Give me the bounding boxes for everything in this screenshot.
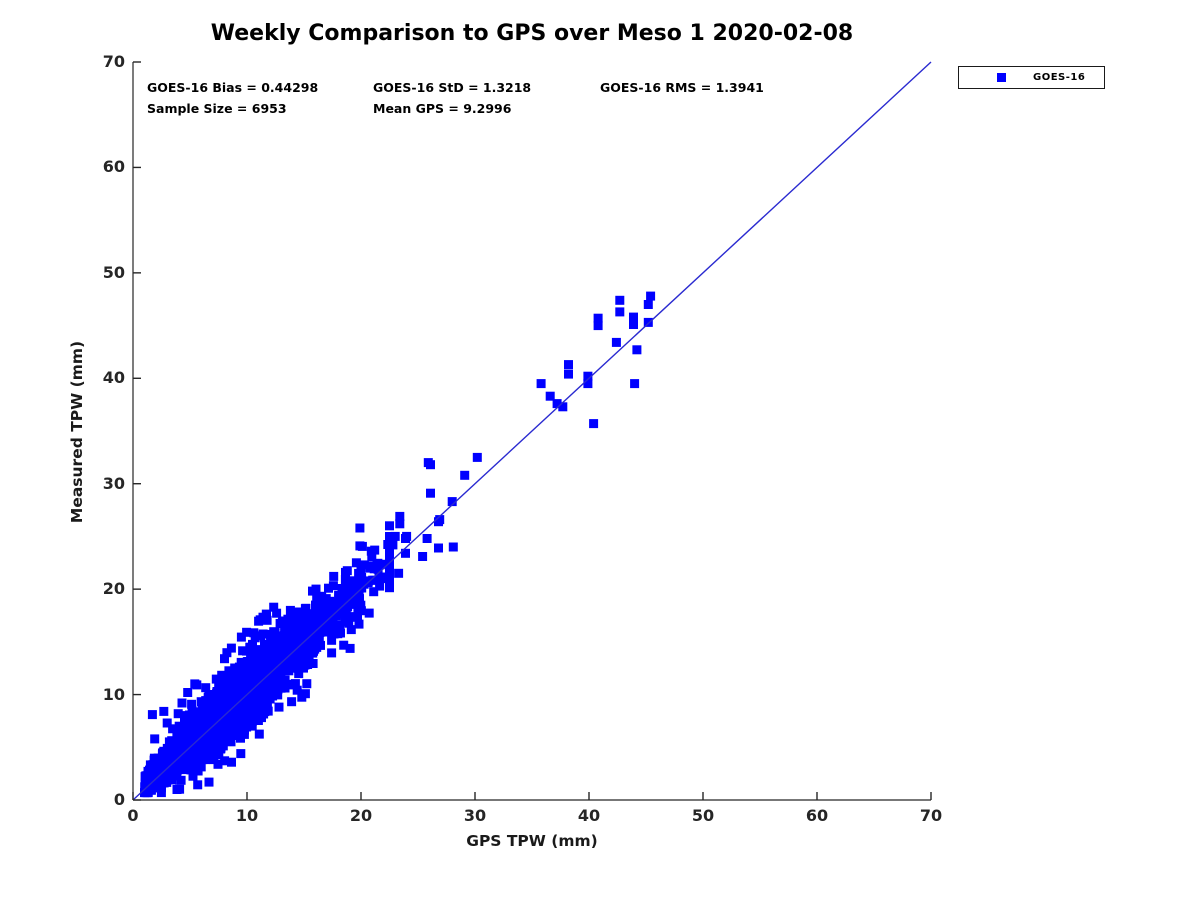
x-tick-label: 30 bbox=[463, 806, 487, 825]
y-tick-label: 70 bbox=[102, 52, 125, 71]
stat-mean-gps: Mean GPS = 9.2996 bbox=[373, 101, 512, 116]
y-axis-label: Measured TPW (mm) bbox=[68, 340, 86, 524]
x-tick-label: 50 bbox=[691, 806, 715, 825]
one-to-one-reference-line bbox=[132, 61, 932, 801]
y-tick-label: 50 bbox=[102, 262, 125, 282]
x-tick-label: 60 bbox=[805, 806, 829, 825]
y-tick-label: 30 bbox=[102, 473, 125, 493]
chart-title: Weekly Comparison to GPS over Meso 1 202… bbox=[210, 21, 854, 46]
stat-sample-size: Sample Size = 6953 bbox=[147, 101, 287, 116]
stat-rms: GOES-16 RMS = 1.3941 bbox=[600, 80, 764, 95]
y-tick-label: 10 bbox=[102, 684, 125, 704]
x-tick-label: 0 bbox=[127, 806, 139, 825]
legend-marker-square-icon bbox=[997, 73, 1006, 82]
y-tick-label: 60 bbox=[102, 157, 125, 177]
x-tick-label: 10 bbox=[235, 806, 259, 825]
y-tick-label: 40 bbox=[102, 368, 125, 388]
y-tick-label: 0 bbox=[113, 790, 125, 809]
x-tick-label: 70 bbox=[919, 806, 943, 825]
stat-bias: GOES-16 Bias = 0.44298 bbox=[147, 80, 319, 95]
y-tick-label: 20 bbox=[102, 579, 125, 599]
legend-label: GOES-16 bbox=[1033, 72, 1086, 83]
legend: GOES-16 bbox=[958, 66, 1105, 89]
x-axis-label: GPS TPW (mm) bbox=[466, 832, 598, 850]
axes-spines-and-ticks bbox=[132, 61, 932, 801]
x-tick-label: 40 bbox=[577, 806, 601, 825]
x-tick-label: 20 bbox=[349, 806, 373, 825]
stat-std: GOES-16 StD = 1.3218 bbox=[373, 80, 532, 95]
